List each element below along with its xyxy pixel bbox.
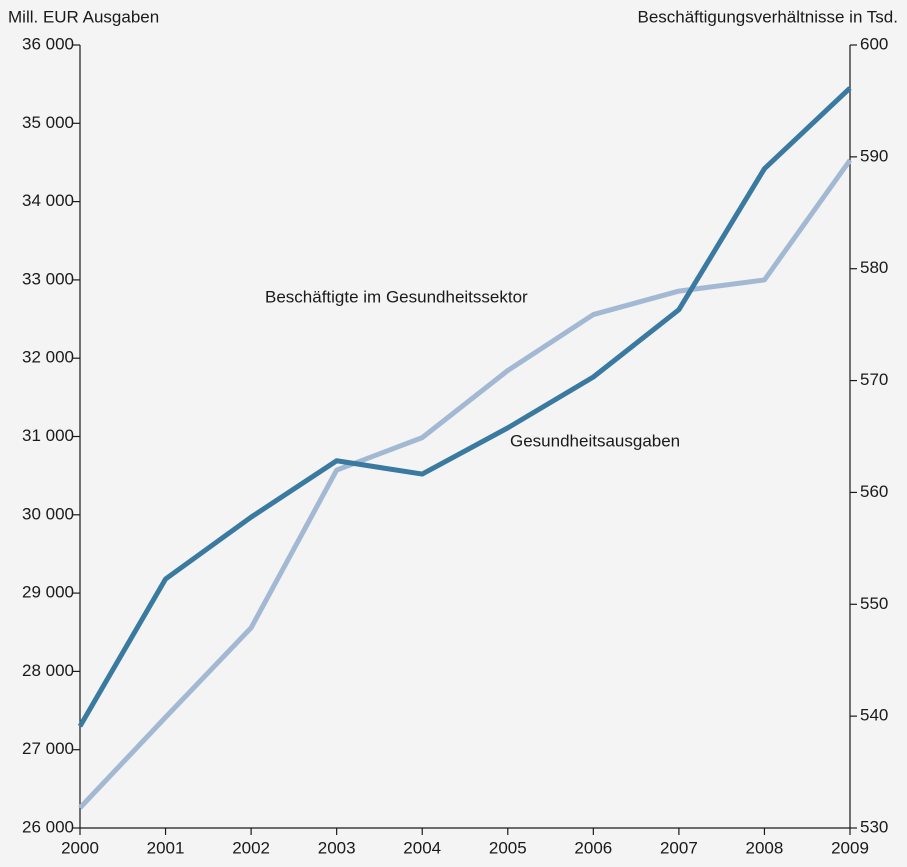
- y2-tick-label: 560: [860, 482, 888, 501]
- x-tick-label: 2007: [660, 838, 698, 857]
- x-tick-label: 2006: [574, 838, 612, 857]
- y-tick-label: 33 000: [22, 269, 74, 288]
- x-tick-label: 2001: [147, 838, 185, 857]
- x-tick-label: 2004: [403, 838, 441, 857]
- y-tick-label: 29 000: [22, 583, 74, 602]
- y-tick-label: 35 000: [22, 113, 74, 132]
- y2-tick-label: 550: [860, 594, 888, 613]
- y2-tick-label: 530: [860, 817, 888, 836]
- y-tick-label: 32 000: [22, 348, 74, 367]
- y-tick-label: 36 000: [22, 34, 74, 53]
- x-tick-label: 2005: [489, 838, 527, 857]
- line-series: [78, 158, 853, 810]
- y-axis-label: Mill. EUR Ausgaben: [8, 7, 159, 26]
- y-tick-label: 30 000: [22, 504, 74, 523]
- y-tick-label: 34 000: [22, 191, 74, 210]
- x-tick-label: 2002: [232, 838, 270, 857]
- y2-axis-label: Beschäftigungsverhältnisse in Tsd.: [637, 7, 898, 26]
- x-tick-label: 2003: [318, 838, 356, 857]
- y2-tick-label: 600: [860, 34, 888, 53]
- y2-tick-label: 580: [860, 258, 888, 277]
- x-tick-label: 2000: [61, 838, 99, 857]
- line-series: [77, 86, 852, 728]
- y-tick-label: 28 000: [22, 661, 74, 680]
- series-annotation: Beschäftigte im Gesundheitssektor: [265, 287, 528, 306]
- x-tick-label: 2008: [746, 838, 784, 857]
- y2-tick-label: 540: [860, 706, 888, 725]
- y2-tick-label: 570: [860, 370, 888, 389]
- y-tick-label: 26 000: [22, 817, 74, 836]
- series-annotation: Gesundheitsausgaben: [510, 431, 680, 450]
- y2-tick-label: 590: [860, 146, 888, 165]
- y-tick-label: 31 000: [22, 426, 74, 445]
- y-tick-label: 27 000: [22, 739, 74, 758]
- x-tick-label: 2009: [831, 838, 869, 857]
